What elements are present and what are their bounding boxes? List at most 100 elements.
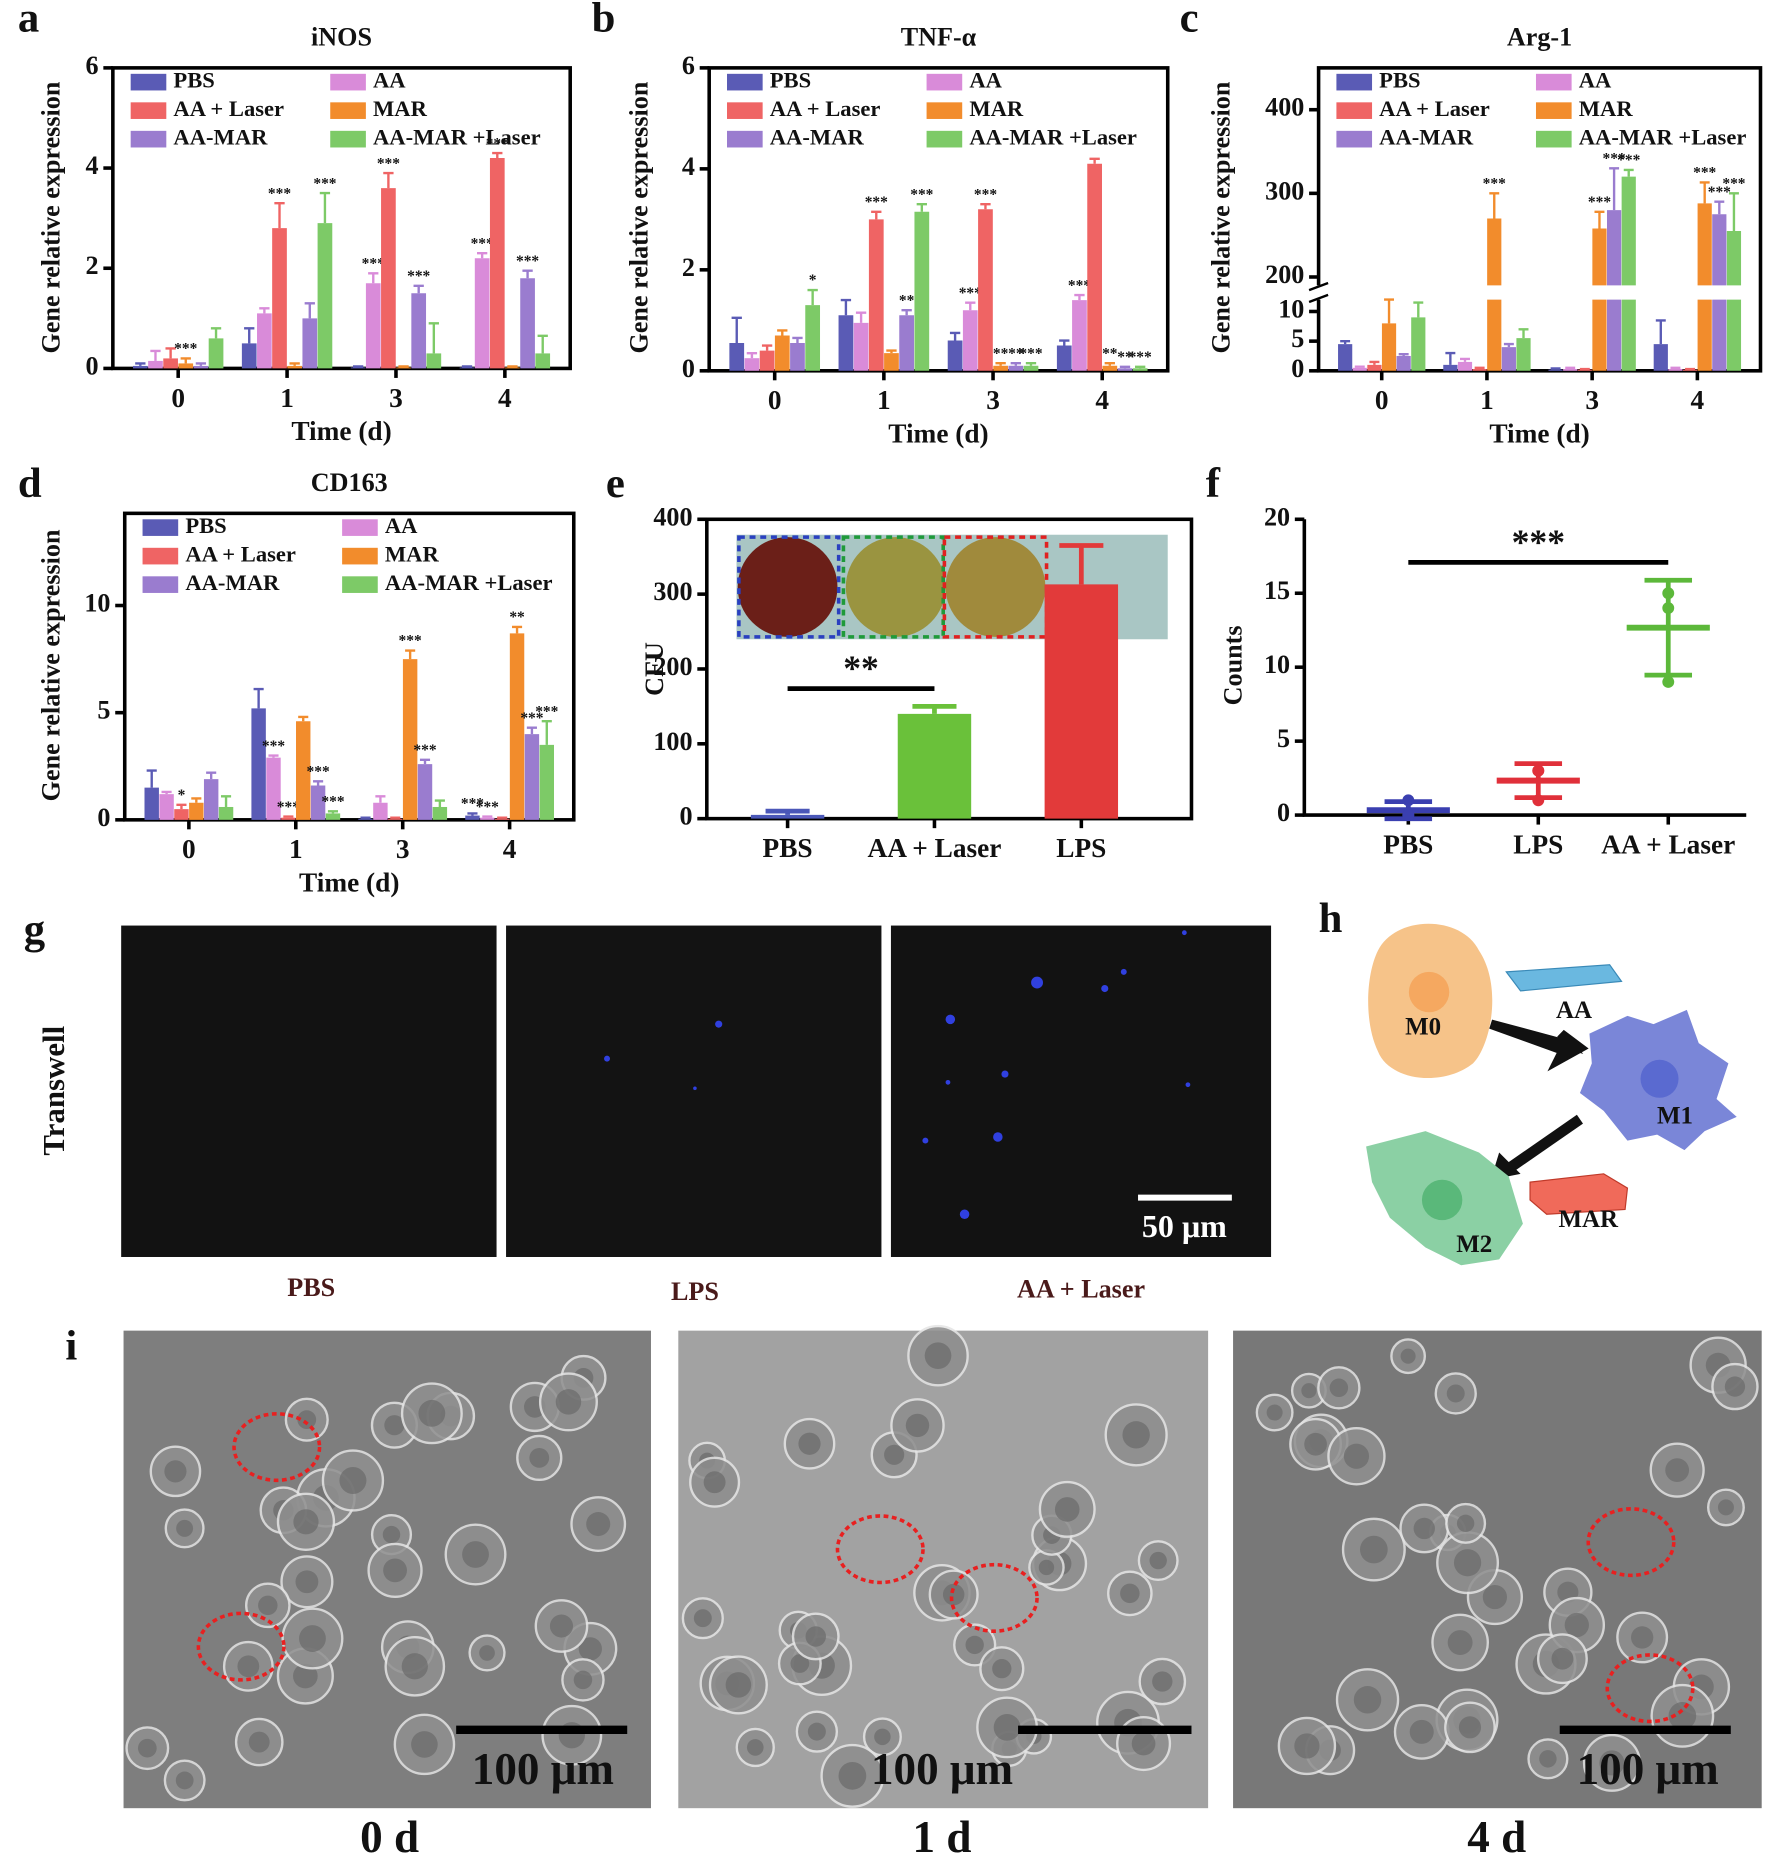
x-axis-label: Time (d) — [1489, 418, 1589, 448]
x-tick-label: PBS — [1383, 829, 1433, 859]
cell-core — [1724, 1376, 1746, 1397]
image-label: PBS — [287, 1273, 335, 1302]
cell-core — [1301, 1383, 1317, 1399]
cell-core — [1353, 1686, 1382, 1714]
error-bar — [327, 810, 339, 814]
cell-core — [1717, 1499, 1734, 1516]
error-bar — [135, 362, 146, 366]
significance: *** — [1603, 150, 1626, 167]
error-bar — [413, 284, 424, 294]
error-bar — [855, 311, 867, 323]
data-point — [1402, 809, 1415, 822]
cell-core — [1413, 1517, 1435, 1540]
significance: *** — [535, 703, 558, 720]
error-bar — [210, 327, 222, 339]
bar — [1044, 584, 1119, 819]
nucleus — [1408, 971, 1450, 1013]
bar — [396, 367, 411, 369]
highlight-ring — [232, 1412, 322, 1483]
transwell-images: 50 μm Transwell PBS LPS AA + Laser — [36, 925, 1272, 1306]
error-bar — [220, 795, 232, 807]
error-bar — [912, 704, 957, 714]
cell-core — [725, 1672, 752, 1698]
y-tick-label: 300 — [653, 577, 692, 606]
data-point — [1532, 794, 1545, 807]
bar — [1352, 367, 1367, 371]
significance: *** — [399, 633, 422, 650]
cell-core — [1668, 1702, 1697, 1730]
y-tick-label: 6 — [682, 51, 695, 80]
error-bar — [146, 769, 157, 788]
arrow — [1503, 1114, 1583, 1175]
error-bar — [916, 203, 927, 212]
scale-bar-label: 100 μm — [1577, 1744, 1719, 1794]
y-tick-label: 400 — [1265, 93, 1304, 122]
cell-core — [1304, 1432, 1327, 1456]
bar — [914, 211, 930, 371]
error-bar — [1579, 367, 1590, 371]
time-label: 1 d — [913, 1812, 972, 1862]
legend-swatch — [727, 102, 763, 119]
cell-core — [176, 1519, 194, 1537]
significance: *** — [486, 135, 509, 152]
error-bar — [1594, 210, 1605, 229]
bar — [1472, 369, 1487, 371]
bar — [520, 278, 535, 369]
bar — [505, 367, 520, 369]
cell-core — [790, 1654, 810, 1673]
y-tick-label: 2 — [682, 253, 695, 282]
error-bar — [1384, 298, 1395, 324]
bar — [302, 318, 318, 369]
x-axis-label: Time (d) — [291, 416, 391, 446]
error-bar — [1623, 168, 1634, 177]
significance: *** — [1588, 194, 1611, 211]
bar — [838, 315, 854, 371]
chart-title: Arg-1 — [1507, 22, 1572, 51]
cell-core — [1359, 1535, 1388, 1564]
y-tick-label: 10 — [1264, 650, 1290, 679]
bar — [317, 223, 333, 369]
cell-core — [1343, 1443, 1370, 1469]
significance: *** — [321, 793, 344, 810]
x-tick-label: LPS — [1513, 829, 1563, 859]
error-bar — [434, 799, 445, 807]
cell-core — [992, 1659, 1012, 1679]
cell-core — [807, 1722, 826, 1741]
cell-core — [1631, 1626, 1654, 1649]
bar — [1056, 345, 1072, 371]
error-bar — [283, 815, 294, 818]
legend-label: AA + Laser — [173, 96, 284, 121]
significance: ** — [993, 345, 1009, 362]
cell-core — [1458, 1716, 1482, 1739]
bar — [744, 358, 760, 371]
bar — [163, 358, 178, 369]
y-tick-label: 0 — [679, 802, 692, 831]
legend-swatch — [342, 547, 378, 565]
axis-break — [1313, 285, 1324, 300]
data-point — [1662, 676, 1675, 688]
significance: *** — [1512, 522, 1565, 562]
error-bar — [1059, 543, 1104, 585]
y-tick-label: 0 — [97, 803, 110, 832]
panel-letter: a — [18, 0, 39, 41]
y-tick-label: 300 — [1265, 176, 1304, 205]
error-bar — [1074, 293, 1085, 301]
bar — [272, 228, 287, 369]
bar — [1548, 369, 1563, 371]
error-bar — [195, 362, 207, 366]
bar — [474, 258, 490, 369]
bar — [208, 338, 224, 369]
bar — [358, 818, 373, 820]
plot-frame — [122, 511, 576, 822]
error-bar — [1398, 353, 1409, 356]
highlight-ring — [1586, 1507, 1676, 1578]
y-tick-label: 10 — [84, 589, 110, 618]
cell-core — [1038, 1559, 1055, 1576]
significance: ** — [899, 292, 915, 309]
bar — [993, 365, 1009, 371]
legend-label: MAR — [969, 96, 1024, 121]
nucleus — [1421, 1179, 1463, 1221]
panel-letter: c — [1180, 0, 1199, 41]
cell-core — [965, 1635, 984, 1655]
bar — [459, 367, 475, 369]
